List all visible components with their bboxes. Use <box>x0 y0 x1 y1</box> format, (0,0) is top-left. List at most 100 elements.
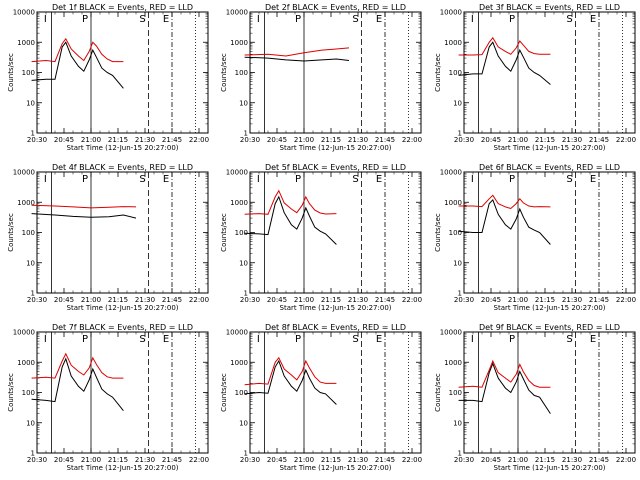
x-tick-label: 21:45 <box>589 136 609 144</box>
event-marker-label: E <box>163 334 169 345</box>
y-tick-label: 10000 <box>226 9 248 17</box>
x-tick-label: 20:30 <box>27 136 47 144</box>
x-tick-label: 21:00 <box>81 456 101 464</box>
panel-title: Det 4f BLACK = Events, RED = LLD <box>52 163 193 172</box>
y-tick-label: 100 <box>235 69 248 77</box>
x-tick-label: 21:00 <box>294 456 314 464</box>
x-tick-label: 22:00 <box>616 136 636 144</box>
panel-title: Det 5f BLACK = Events, RED = LLD <box>265 163 406 172</box>
series-line-lld <box>458 36 551 56</box>
y-axis-label: Counts/sec <box>7 373 15 412</box>
y-tick-label: 1 <box>31 130 35 138</box>
y-tick-label: 10000 <box>226 329 248 337</box>
y-tick-label: 10000 <box>13 9 35 17</box>
plot-frame <box>249 331 422 454</box>
x-tick-label: 22:00 <box>616 296 636 304</box>
panel-title: Det 8f BLACK = Events, RED = LLD <box>265 323 406 332</box>
y-tick-label: 10000 <box>440 9 462 17</box>
plot-frame <box>463 171 636 294</box>
event-marker-label: E <box>163 14 169 25</box>
y-tick-label: 1000 <box>444 39 462 47</box>
x-tick-label: 21:45 <box>162 136 182 144</box>
x-tick-label: 21:45 <box>162 456 182 464</box>
y-axis-label: Counts/sec <box>220 53 228 92</box>
y-tick-label: 100 <box>449 229 462 237</box>
series-line-lld <box>458 194 551 210</box>
x-tick-label: 21:30 <box>348 296 368 304</box>
y-tick-label: 10000 <box>226 169 248 177</box>
x-tick-label: 21:15 <box>321 456 341 464</box>
series-line-lld <box>31 204 137 209</box>
y-axis-label: Counts/sec <box>220 213 228 252</box>
x-tick-label: 21:45 <box>375 456 395 464</box>
y-tick-label: 100 <box>235 389 248 397</box>
series-line-events <box>458 41 551 85</box>
event-marker-label: E <box>376 174 382 185</box>
y-tick-label: 1000 <box>17 39 35 47</box>
y-tick-label: 100 <box>449 389 462 397</box>
series-line-events <box>244 195 337 245</box>
event-marker-label: I <box>471 174 474 185</box>
x-tick-label: 21:00 <box>81 296 101 304</box>
x-tick-label: 21:30 <box>562 136 582 144</box>
plot-frame <box>36 331 209 454</box>
series-line-lld <box>244 189 337 215</box>
y-tick-label: 1000 <box>444 359 462 367</box>
x-tick-label: 20:45 <box>481 296 501 304</box>
y-tick-label: 1 <box>31 450 35 458</box>
event-marker-label: S <box>352 334 358 345</box>
x-tick-label: 21:45 <box>589 296 609 304</box>
x-tick-label: 21:15 <box>108 456 128 464</box>
series-line-events <box>31 213 137 219</box>
y-tick-label: 1000 <box>230 199 248 207</box>
x-tick-label: 21:30 <box>562 456 582 464</box>
panel-3: Det 3f BLACK = Events, RED = LLD 1 10 100 10… <box>434 3 636 152</box>
panel-4: Det 4f BLACK = Events, RED = LLD 1 10 100 10… <box>7 163 209 312</box>
event-marker-label: S <box>139 14 145 25</box>
x-tick-label: 21:00 <box>294 136 314 144</box>
plot-frame <box>36 171 209 294</box>
x-tick-label: 20:45 <box>54 296 74 304</box>
event-marker-label: S <box>139 174 145 185</box>
y-axis-label: Counts/sec <box>7 213 15 252</box>
event-marker-label: I <box>257 334 260 345</box>
event-marker-label: E <box>163 174 169 185</box>
x-tick-label: 20:30 <box>240 136 260 144</box>
x-axis-label: Start Time (12-Jun-15 20:27:00) <box>67 464 179 472</box>
series-line-events <box>31 357 124 412</box>
x-tick-label: 21:30 <box>135 456 155 464</box>
x-tick-label: 21:45 <box>162 296 182 304</box>
series-line-lld <box>458 359 551 388</box>
x-tick-label: 21:30 <box>135 136 155 144</box>
event-marker-label: S <box>139 334 145 345</box>
x-tick-label: 21:45 <box>375 136 395 144</box>
x-tick-label: 21:00 <box>508 136 528 144</box>
x-tick-label: 21:00 <box>294 296 314 304</box>
x-axis-label: Start Time (12-Jun-15 20:27:00) <box>494 144 606 152</box>
x-tick-label: 22:00 <box>189 296 209 304</box>
x-tick-label: 21:15 <box>535 136 555 144</box>
x-tick-label: 22:00 <box>402 296 422 304</box>
event-marker-label: E <box>376 334 382 345</box>
x-tick-label: 21:00 <box>508 456 528 464</box>
event-marker-label: E <box>376 14 382 25</box>
panel-title: Det 2f BLACK = Events, RED = LLD <box>265 3 406 12</box>
event-marker-label: P <box>295 334 301 345</box>
event-marker-label: P <box>509 14 515 25</box>
y-tick-label: 10 <box>239 259 248 267</box>
event-marker-label: I <box>257 14 260 25</box>
x-tick-label: 20:30 <box>240 296 260 304</box>
x-tick-label: 21:15 <box>535 296 555 304</box>
plot-frame <box>249 171 422 294</box>
y-tick-label: 10 <box>26 99 35 107</box>
y-tick-label: 100 <box>22 69 35 77</box>
y-tick-label: 1 <box>458 290 462 298</box>
x-axis-label: Start Time (12-Jun-15 20:27:00) <box>280 464 392 472</box>
y-tick-label: 1000 <box>444 199 462 207</box>
y-tick-label: 10 <box>453 99 462 107</box>
y-tick-label: 1000 <box>17 359 35 367</box>
x-axis-label: Start Time (12-Jun-15 20:27:00) <box>494 464 606 472</box>
event-marker-label: I <box>44 174 47 185</box>
x-tick-label: 22:00 <box>402 136 422 144</box>
event-marker-label: P <box>509 334 515 345</box>
